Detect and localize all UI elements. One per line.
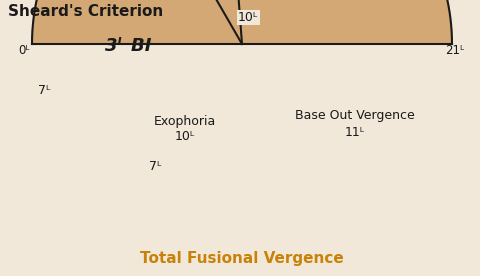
Text: 11ᴸ: 11ᴸ [345,126,365,139]
Text: Base Out Vergence: Base Out Vergence [295,110,415,123]
Text: Sheard's Criterion: Sheard's Criterion [8,4,163,19]
Text: 3ᴸ BI: 3ᴸ BI [105,37,152,55]
Text: 7ᴸ: 7ᴸ [38,84,50,97]
Text: 10ᴸ: 10ᴸ [175,129,195,142]
Text: Exophoria: Exophoria [154,115,216,128]
Text: 21ᴸ: 21ᴸ [445,44,464,57]
Text: 10ᴸ: 10ᴸ [238,11,258,24]
Polygon shape [32,0,452,44]
Text: Total Fusional Vergence: Total Fusional Vergence [140,251,344,266]
Text: 0ᴸ: 0ᴸ [18,44,29,57]
Text: 7ᴸ: 7ᴸ [149,160,161,172]
